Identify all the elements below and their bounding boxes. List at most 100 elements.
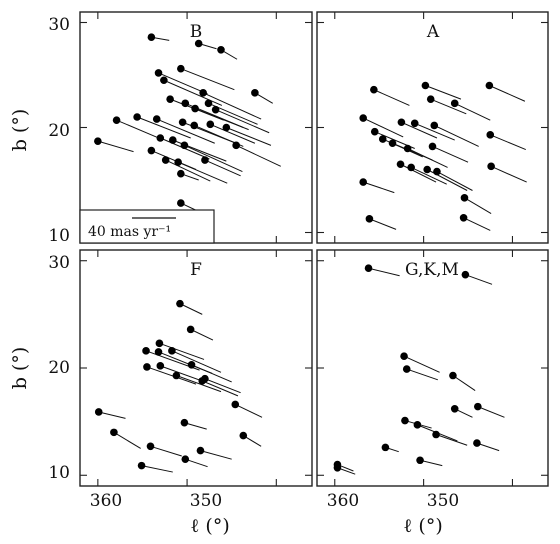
panel-a-vector-20 bbox=[490, 165, 527, 183]
panel-b-vector-19 bbox=[226, 127, 272, 146]
panel-a-star-15 bbox=[359, 178, 368, 186]
x-tick-label-360-right: 360 bbox=[327, 491, 359, 511]
x-tick-label-360-left: 360 bbox=[90, 491, 122, 511]
panel-f-star-14 bbox=[180, 418, 189, 427]
panel-a-star-14 bbox=[428, 142, 437, 151]
panel-f-star-11 bbox=[198, 377, 207, 385]
panel-gkm-star-14 bbox=[333, 463, 342, 472]
panel-gkm-star-1 bbox=[461, 270, 470, 279]
panel-a-star-17 bbox=[407, 163, 415, 172]
panel-b-vector-5 bbox=[163, 79, 223, 106]
panel-gkm-vector-9 bbox=[477, 406, 505, 418]
panel-gkm-marks bbox=[317, 250, 548, 486]
panel-b-vector-10 bbox=[194, 108, 249, 131]
panel-b-star-27 bbox=[174, 158, 182, 166]
panel-b-star-1 bbox=[194, 39, 203, 48]
y-tick-label-10-bottom: 10 bbox=[48, 463, 70, 483]
x-axis-label-left: ℓ (°) bbox=[190, 515, 229, 537]
panel-gkm-star-4 bbox=[449, 371, 457, 380]
panel-a-vector-11 bbox=[490, 134, 526, 151]
panel-b-star-22 bbox=[169, 136, 177, 144]
y-tick-label-20: 20 bbox=[48, 121, 70, 141]
panel-f-marks bbox=[80, 250, 312, 486]
panel-a-vector-17 bbox=[410, 166, 447, 185]
panel-a-vector-4 bbox=[454, 102, 491, 121]
panel-b-marks bbox=[80, 12, 312, 243]
panel-a-star-3 bbox=[426, 95, 435, 103]
panel-a-vector-23 bbox=[369, 218, 397, 230]
y-tick-label-20-bottom: 20 bbox=[48, 358, 70, 378]
panel-b-vector-7 bbox=[202, 92, 262, 120]
panel-a-star-5 bbox=[359, 114, 368, 122]
panel-a-star-9 bbox=[370, 127, 379, 136]
panel-f-star-15 bbox=[110, 428, 118, 437]
panel-a-vector-19 bbox=[436, 171, 473, 191]
panel-b-star-26 bbox=[161, 156, 170, 164]
panel-a-star-4 bbox=[450, 99, 459, 108]
panel-f-star-0 bbox=[176, 299, 184, 308]
panel-b-star-2 bbox=[217, 46, 225, 54]
panel-gkm-star-5 bbox=[401, 416, 409, 425]
panel-a-star-7 bbox=[410, 119, 419, 128]
y-tick-label-30: 30 bbox=[48, 15, 70, 35]
panel-b-star-4 bbox=[154, 69, 163, 77]
panel-b-star-14 bbox=[133, 113, 141, 121]
panel-f-star-2 bbox=[155, 339, 164, 348]
panel-a-title: A bbox=[426, 22, 440, 42]
panel-gkm-vector-12 bbox=[419, 459, 443, 467]
panel-b-star-7 bbox=[199, 89, 207, 97]
panel-b-star-13 bbox=[112, 116, 121, 124]
panel-b: B 30 20 10 b (°) 40 mas yr⁻¹ bbox=[9, 11, 313, 246]
panel-a-marks bbox=[317, 12, 548, 243]
y-tick-label-30-bottom: 30 bbox=[48, 253, 70, 273]
panel-b-star-30 bbox=[177, 199, 185, 207]
panel-b-star-24 bbox=[232, 141, 240, 150]
panel-f-star-16 bbox=[239, 431, 248, 440]
panel-gkm-vector-7 bbox=[435, 434, 468, 446]
panel-f-vector-15 bbox=[113, 431, 141, 449]
panel-b-star-10 bbox=[191, 104, 199, 113]
panel-f-vector-5 bbox=[171, 350, 222, 373]
panel-a-star-22 bbox=[459, 214, 468, 222]
panel-b-star-11 bbox=[204, 99, 213, 108]
panel-a-vector-16 bbox=[400, 163, 437, 183]
panel-gkm-star-7 bbox=[432, 430, 440, 439]
panel-b-star-17 bbox=[190, 121, 199, 130]
panel-b-vector-22 bbox=[172, 139, 227, 162]
panel-gkm-star-8 bbox=[450, 404, 459, 413]
panel-b-vector-18 bbox=[210, 123, 256, 144]
panel-gkm-star-11 bbox=[473, 439, 481, 447]
panel-a-star-6 bbox=[397, 118, 406, 127]
panel-f-vector-13 bbox=[98, 411, 126, 419]
panel-b-vector-4 bbox=[158, 72, 208, 95]
panel-f-vector-20 bbox=[141, 465, 173, 473]
panel-f-star-19 bbox=[181, 455, 190, 463]
panel-f-star-5 bbox=[168, 347, 176, 355]
panel-a-vector-2 bbox=[373, 89, 410, 106]
panel-b-star-23 bbox=[180, 141, 189, 150]
panel-f-star-1 bbox=[186, 325, 195, 334]
panel-f-vector-14 bbox=[184, 422, 207, 430]
panel-b-vector-20 bbox=[97, 140, 134, 153]
panel-f-star-3 bbox=[142, 347, 150, 355]
panel-gkm-vector-3 bbox=[406, 368, 438, 381]
panel-gkm-star-10 bbox=[381, 443, 390, 452]
panel-a: A bbox=[316, 11, 549, 244]
panel-b-vector-23 bbox=[184, 144, 243, 173]
panel-gkm-title: G,K,M bbox=[405, 260, 459, 280]
panel-a-vector-0 bbox=[425, 85, 462, 100]
panel-a-star-11 bbox=[486, 131, 495, 139]
panel-gkm-vector-4 bbox=[452, 375, 476, 391]
panel-b-star-20 bbox=[94, 137, 102, 145]
panel-f-vector-0 bbox=[179, 303, 203, 315]
panel-b-star-0 bbox=[147, 33, 156, 41]
panel-b-star-28 bbox=[201, 156, 209, 164]
panel-f-vector-2 bbox=[159, 342, 205, 360]
panel-f-star-17 bbox=[146, 442, 155, 451]
panel-f-frame bbox=[79, 249, 313, 487]
y-axis-label-top: b (°) bbox=[9, 109, 31, 152]
panel-f-star-20 bbox=[137, 461, 146, 470]
panel-a-vector-22 bbox=[463, 217, 491, 231]
panel-a-vector-15 bbox=[363, 181, 395, 194]
panel-b-vector-15 bbox=[156, 118, 215, 144]
